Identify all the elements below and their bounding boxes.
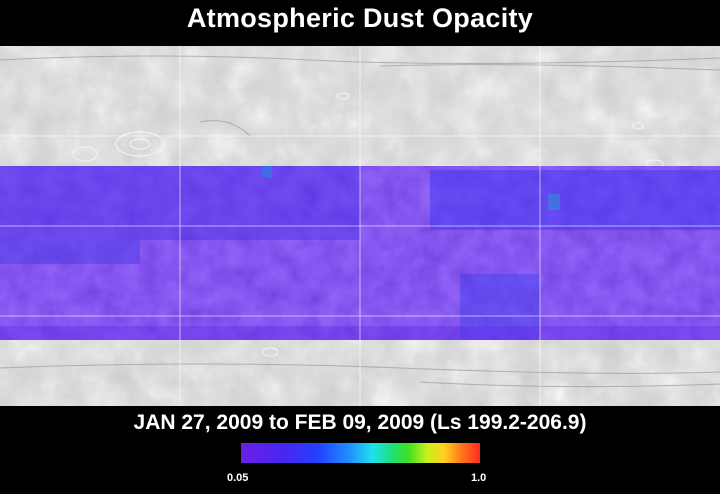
colorbar-max-label: 1.0: [471, 472, 487, 484]
lat-lon-grid: [0, 46, 720, 406]
ridge-marks: [0, 55, 720, 388]
mars-map: [0, 46, 720, 406]
crater-marks: [72, 92, 664, 357]
map-title: Atmospheric Dust Opacity: [186, 3, 534, 33]
map-svg: [0, 46, 720, 406]
colorbar-min-label: 0.05: [227, 472, 249, 484]
date-range: JAN 27, 2009 to FEB 09, 2009 (Ls 199.2-2…: [133, 411, 587, 434]
colorbar: [241, 443, 480, 463]
